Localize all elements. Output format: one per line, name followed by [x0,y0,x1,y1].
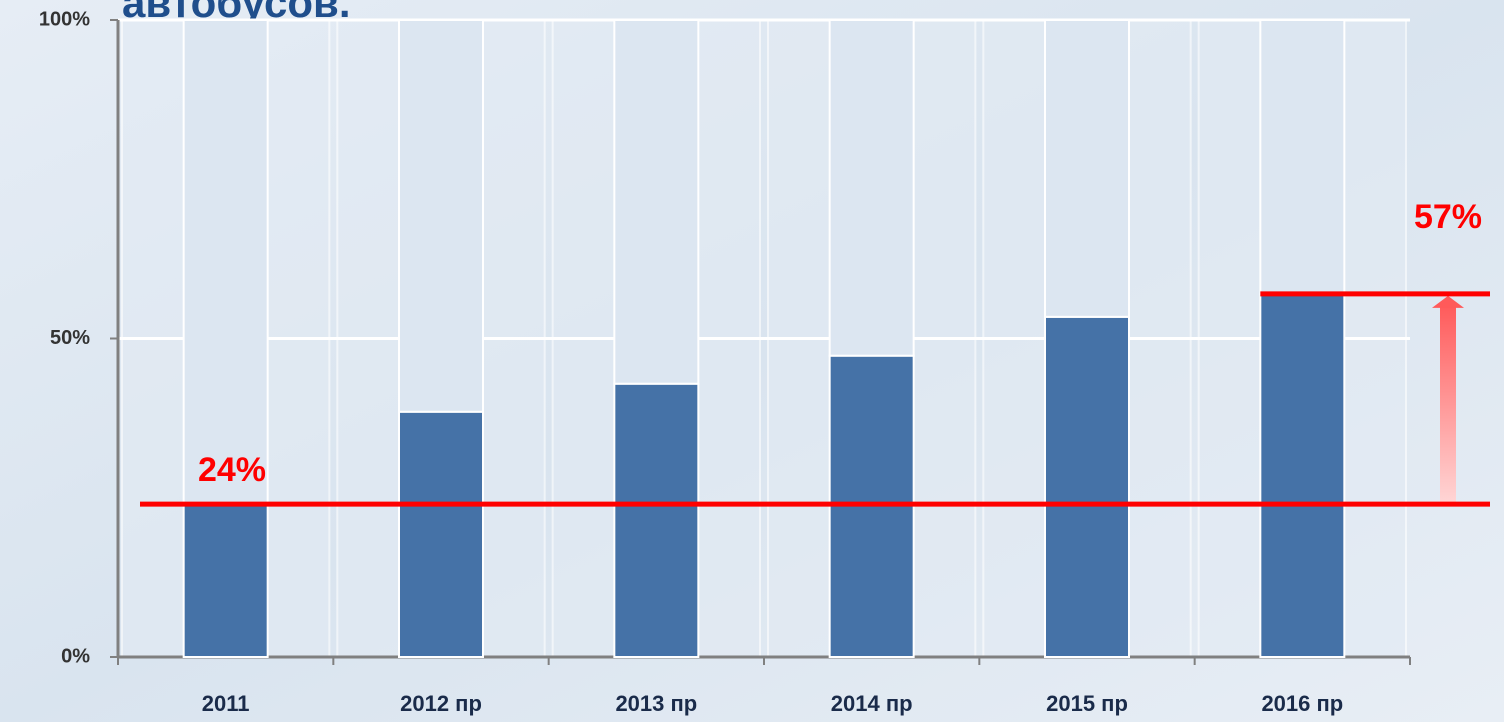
bar-segment [182,503,269,658]
bar-segment [398,19,484,413]
x-tick-label: 2016 пр [1261,691,1343,716]
bar-segment [613,19,700,385]
x-tick-label: 2015 пр [1046,691,1128,716]
reference-label: 57% [1414,198,1482,236]
bar-segment [1044,315,1130,658]
bar-segment [398,410,484,658]
reference-label: 24% [198,451,266,489]
growth-arrow-head [1432,295,1464,308]
y-tick-label: 50% [50,327,90,349]
x-tick-label: 2014 пр [831,691,913,716]
y-tick-label: 0% [61,645,90,667]
bar-segment [1259,292,1346,658]
growth-arrow [1440,303,1456,505]
x-tick-label: 2013 пр [615,691,697,716]
bar-segment [1044,19,1130,318]
bar-segment [1259,19,1346,295]
bar-segment [828,19,915,357]
x-tick-label: 2011 [202,691,250,716]
y-tick-label: 100% [39,8,90,30]
x-tick-label: 2012 пр [400,691,482,716]
bar-segment [182,19,269,506]
bar-segment [613,382,700,658]
